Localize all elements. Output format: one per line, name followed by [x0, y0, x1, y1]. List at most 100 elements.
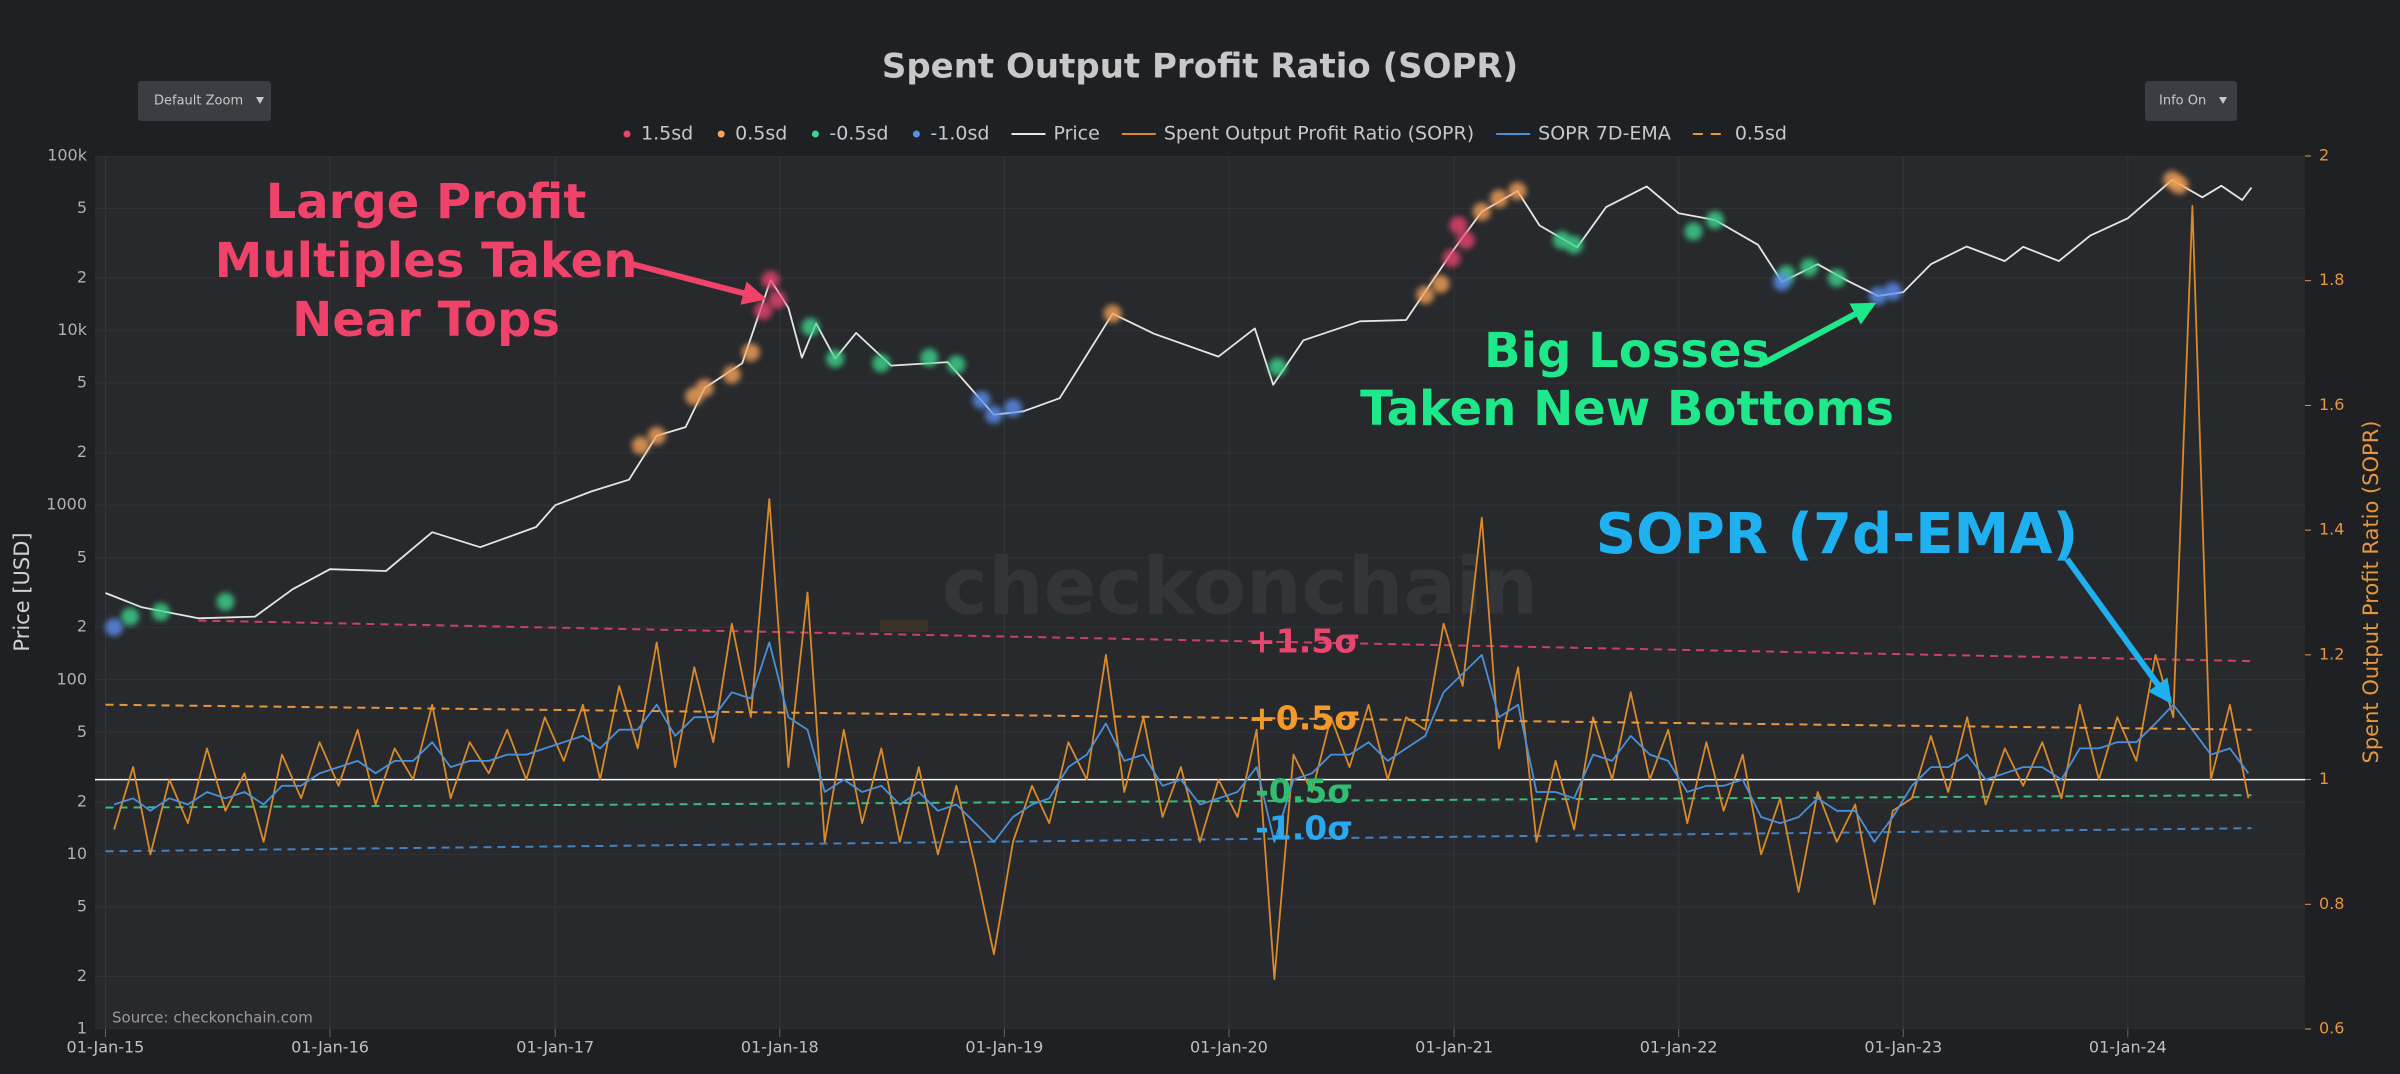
legend-label: Spent Output Profit Ratio (SOPR) — [1164, 123, 1474, 145]
annotation: -1.0σ — [1255, 809, 1353, 848]
arrow — [627, 260, 767, 305]
x-tick-label: 01-Jan-21 — [1415, 1038, 1493, 1057]
y2-tick-label: 0.6 — [2319, 1019, 2344, 1038]
legend-label: 0.5sd — [735, 123, 787, 145]
y-tick-label: 2 — [77, 617, 87, 636]
legend-label: 0.5sd — [1735, 123, 1787, 145]
band-marker — [972, 391, 991, 410]
band-marker — [1431, 274, 1450, 293]
band-marker — [216, 592, 235, 611]
band-marker — [1003, 399, 1022, 418]
dropdown-icon — [256, 97, 264, 104]
info-button[interactable]: Info On — [2145, 81, 2237, 121]
x-tick-label: 01-Jan-17 — [516, 1038, 594, 1057]
sopr-line — [113, 641, 2250, 843]
band-marker — [695, 378, 714, 397]
x-tick-label: 01-Jan-18 — [741, 1038, 819, 1057]
band-marker — [1472, 202, 1491, 221]
watermark: checkonchain — [942, 542, 1538, 632]
band-marker — [984, 405, 1003, 424]
plot — [95, 156, 2305, 1029]
x-tick-label: 01-Jan-16 — [291, 1038, 369, 1057]
arrow — [1762, 302, 1877, 366]
y2-tick-label: 1.8 — [2319, 270, 2344, 289]
band-marker — [1490, 189, 1509, 208]
y-tick-label: 5 — [77, 547, 87, 566]
legend-label: -1.0sd — [930, 123, 989, 145]
dropdown-icon — [2219, 97, 2227, 104]
watermark-logo — [880, 620, 928, 632]
band-marker — [121, 607, 140, 626]
y-tick-label: 5 — [77, 198, 87, 217]
y-tick-label: 5 — [77, 896, 87, 915]
legend-symbol — [912, 130, 920, 138]
y-tick-label: 100 — [56, 669, 87, 688]
annotation: Multiples Taken — [215, 233, 638, 289]
x-tick-label: 01-Jan-19 — [965, 1038, 1043, 1057]
band-marker — [768, 290, 787, 309]
y-tick-label: 1 — [77, 1019, 87, 1038]
button-box[interactable] — [138, 81, 271, 121]
zoom-button[interactable]: Default Zoom — [138, 81, 271, 121]
y-tick-label: 5 — [77, 722, 87, 741]
x-tick-label: 01-Jan-22 — [1640, 1038, 1718, 1057]
price-line — [105, 179, 2253, 620]
band-marker — [1508, 182, 1527, 201]
band-marker — [105, 618, 124, 637]
band-marker — [1869, 286, 1888, 305]
y-tick-label: 2 — [77, 268, 87, 287]
band-marker — [1773, 272, 1792, 291]
arrow — [2064, 557, 2172, 704]
band-marker — [631, 436, 650, 455]
y2-tick-label: 2 — [2319, 146, 2329, 165]
reference-line — [105, 794, 2252, 809]
band-marker — [1456, 231, 1475, 250]
band-marker — [741, 343, 760, 362]
annotation: +0.5σ — [1248, 699, 1360, 738]
button-label[interactable]: Default Zoom — [154, 94, 243, 109]
annotation: SOPR (7d-EMA) — [1596, 502, 2078, 567]
legend-symbol — [717, 130, 725, 138]
band-marker — [722, 365, 741, 384]
annotation: Large Profit — [266, 174, 587, 230]
band-marker — [1268, 357, 1287, 376]
y-tick-label: 1000 — [46, 495, 87, 514]
x-tick-label: 01-Jan-24 — [2089, 1038, 2167, 1057]
band-marker — [872, 354, 891, 373]
chart-title: Spent Output Profit Ratio (SOPR) — [882, 47, 1518, 87]
plot-area — [95, 156, 2305, 1029]
x-tick-label: 01-Jan-23 — [1864, 1038, 1942, 1057]
source: Source: checkonchain.com — [112, 1009, 313, 1027]
band-marker — [920, 348, 939, 367]
legend-label: 1.5sd — [641, 123, 693, 145]
y-tick-label: 10 — [67, 844, 87, 863]
band-marker — [1416, 285, 1435, 304]
reference-line — [198, 619, 2252, 663]
button-box[interactable] — [2145, 81, 2237, 121]
band-marker — [754, 301, 773, 320]
band-marker — [1883, 282, 1902, 301]
y2-tick-label: 1 — [2319, 769, 2329, 788]
sopr-line — [113, 205, 2250, 980]
band-marker — [1827, 269, 1846, 288]
reference-line — [105, 827, 2252, 853]
legend-symbol — [811, 130, 819, 138]
y2-tick-label: 1.4 — [2319, 520, 2344, 539]
y-tick-label: 100k — [47, 146, 88, 165]
annotation: -0.5σ — [1255, 772, 1353, 811]
y-tick-label: 2 — [77, 966, 87, 985]
band-marker — [1565, 235, 1584, 254]
band-marker — [1442, 249, 1461, 268]
band-marker — [1103, 304, 1122, 323]
button-label[interactable]: Info On — [2159, 94, 2206, 109]
band-marker — [647, 426, 666, 445]
band-marker — [826, 349, 845, 368]
y2-tick-label: 1.6 — [2319, 395, 2344, 414]
band-marker — [1705, 210, 1724, 229]
y-tick-label: 2 — [77, 442, 87, 461]
legend-label: Price — [1053, 123, 1099, 145]
band-marker — [151, 602, 170, 621]
y2-tick-label: 0.8 — [2319, 894, 2344, 913]
